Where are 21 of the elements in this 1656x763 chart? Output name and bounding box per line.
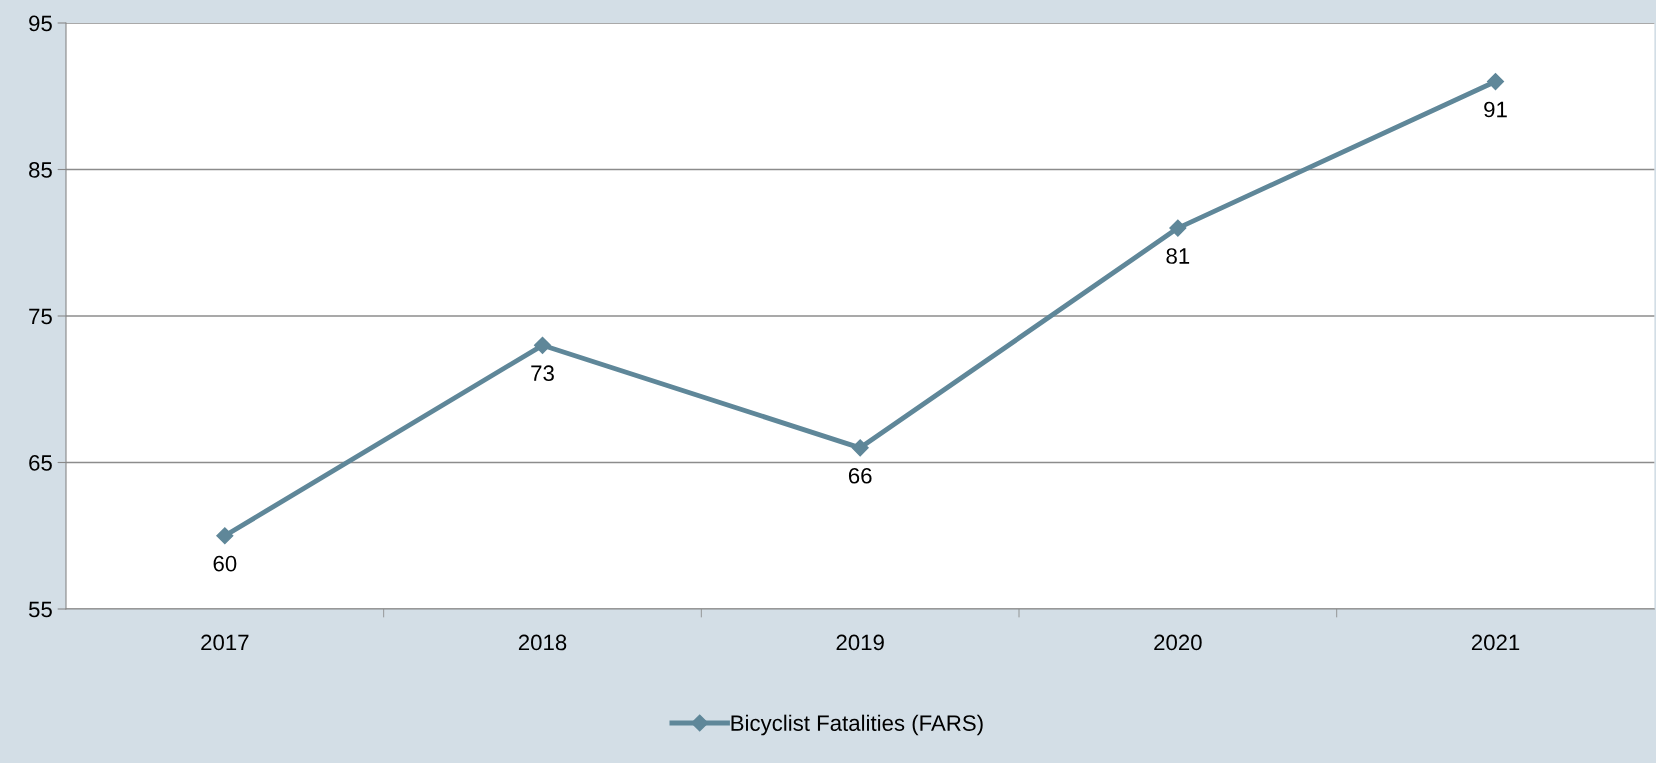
data-label: 81 (1166, 248, 1190, 264)
x-tick-label: 2017 (201, 634, 249, 651)
data-label: 73 (531, 365, 554, 382)
x-tick-label: 2021 (1471, 634, 1520, 651)
y-tick-label: 75 (29, 308, 52, 325)
data-label: 91 (1484, 101, 1507, 118)
x-tick-label: 2020 (1154, 634, 1202, 651)
point (1169, 219, 1187, 237)
y-tick-label: 55 (28, 601, 52, 618)
point (851, 439, 869, 457)
y-tick-label: 85 (29, 162, 52, 178)
point (216, 527, 234, 545)
x-tick-label: 2018 (518, 634, 567, 651)
y-tick-label: 95 (29, 15, 52, 32)
legend-label: Bicyclist Fatalities (FARS) (731, 714, 983, 736)
y-tick-label: 65 (29, 455, 52, 471)
point (533, 336, 552, 354)
x-tick-label: 2019 (836, 634, 884, 651)
data-label: 60 (213, 555, 237, 572)
data-label: 66 (848, 467, 872, 484)
point (1486, 73, 1505, 91)
